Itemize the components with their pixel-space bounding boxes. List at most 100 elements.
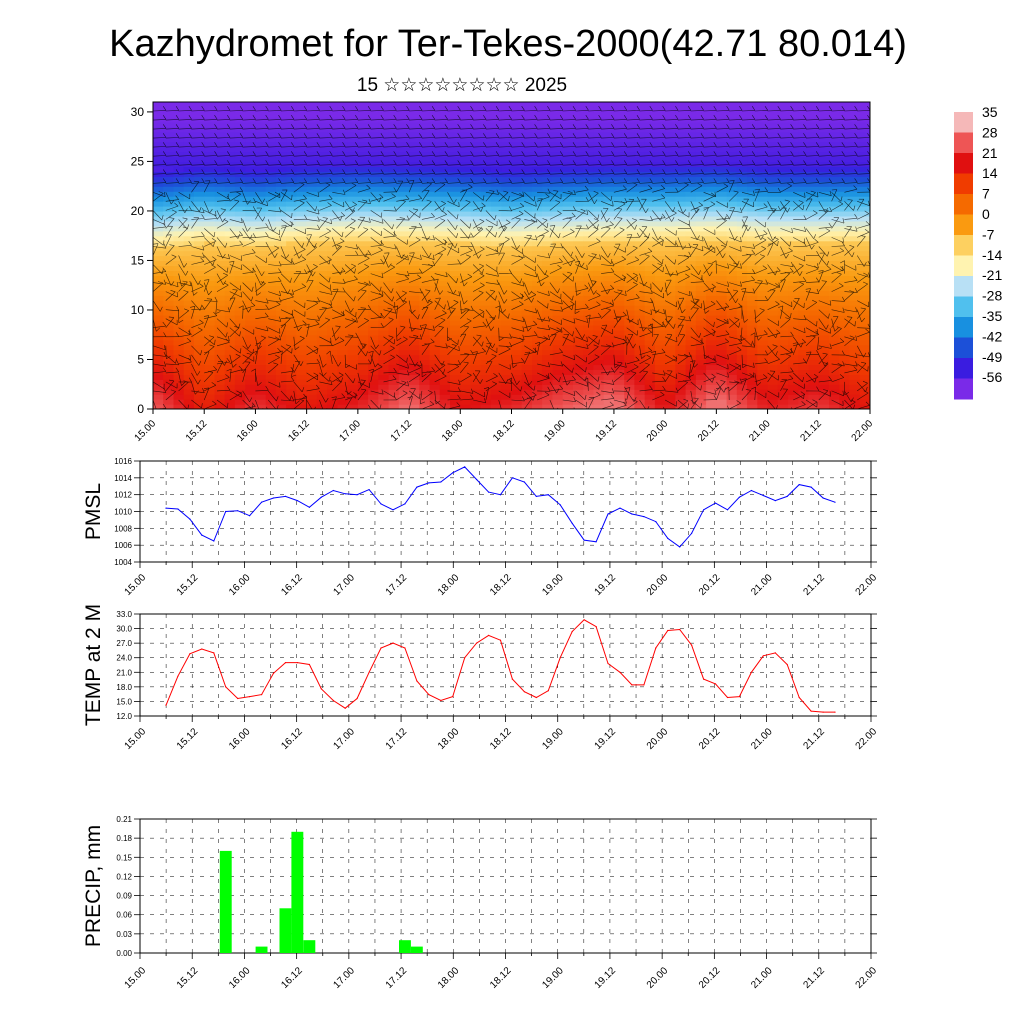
heatmap-cell (398, 230, 410, 237)
heatmap-cell (480, 151, 492, 158)
heatmap-cell (234, 275, 246, 281)
heatmap-cell (378, 354, 390, 361)
heatmap-cell (194, 181, 205, 187)
wind-barb-flag (189, 280, 192, 286)
heatmap-cell (562, 201, 574, 207)
heatmap-cell (675, 161, 687, 167)
heatmap-cell (491, 156, 502, 163)
heatmap-cell (726, 270, 738, 276)
heatmap-cell (316, 245, 328, 252)
heatmap-cell (470, 210, 482, 217)
heatmap-cell (306, 186, 318, 192)
wind-barb-flag (163, 97, 166, 101)
heatmap-cell (573, 186, 584, 192)
heatmap-cell (265, 379, 277, 385)
heatmap-cell (234, 126, 246, 133)
heatmap-cell (634, 290, 646, 296)
heatmap-cell (562, 334, 574, 341)
heatmap-cell (450, 166, 461, 172)
heatmap-cell (532, 146, 543, 153)
heatmap-cell (777, 399, 789, 405)
heatmap-cell (624, 196, 635, 202)
heatmap-cell (378, 329, 390, 336)
heatmap-cell (153, 111, 164, 118)
heatmap-cell (665, 389, 676, 395)
wind-barb-flag (170, 281, 175, 286)
heatmap-cell (460, 384, 472, 390)
heatmap-cell (521, 206, 533, 212)
heatmap-cell (788, 191, 799, 197)
heatmap-cell (747, 161, 758, 167)
heatmap-cell (767, 210, 779, 217)
heatmap-cell (542, 136, 553, 143)
heatmap-cell (798, 314, 810, 321)
heatmap-cell (521, 191, 533, 197)
heatmap-cell (747, 305, 758, 311)
heatmap-cell (798, 339, 810, 346)
heatmap-cell (634, 255, 646, 262)
heatmap-cell (388, 240, 400, 247)
wind-barb-flag (240, 264, 243, 270)
heatmap-cell (470, 102, 482, 108)
heatmap-cell (593, 210, 605, 217)
wind-barb (229, 291, 242, 298)
heatmap-cell (542, 285, 553, 291)
heatmap-cell (163, 121, 174, 128)
wind-barb (255, 255, 267, 263)
heatmap-cell (327, 349, 338, 356)
heatmap-cell (716, 181, 728, 187)
heatmap-cell (695, 146, 707, 153)
heatmap-cell (255, 191, 267, 197)
heatmap-cell (265, 404, 277, 409)
heatmap-cell (542, 245, 553, 252)
heatmap-cell (450, 359, 461, 366)
heatmap-cell (767, 324, 779, 331)
heatmap-cell (357, 319, 369, 326)
heatmap-cell (388, 151, 400, 158)
wind-barb (229, 369, 243, 374)
heatmap-cell (859, 102, 870, 108)
heatmap-cell (859, 295, 870, 301)
heatmap-cell (788, 166, 799, 172)
heatmap-cell (357, 314, 369, 321)
heatmap-cell (675, 126, 687, 133)
heatmap-cell (398, 166, 410, 172)
heatmap-cell (767, 126, 779, 133)
heatmap-cell (613, 131, 625, 138)
wind-barb-flag (176, 332, 180, 337)
heatmap-cell (224, 314, 236, 321)
heatmap-cell (562, 384, 574, 390)
heatmap-cell (306, 255, 318, 262)
heatmap-cell (798, 334, 810, 341)
heatmap-cell (695, 156, 707, 163)
heatmap-cell (501, 220, 513, 227)
heatmap-cell (347, 324, 359, 331)
heatmap-cell (849, 151, 861, 158)
heatmap-cell (337, 181, 349, 187)
heatmap-cell (583, 285, 594, 291)
heatmap-cell (296, 295, 308, 301)
wind-barb (178, 218, 188, 229)
wind-barb (204, 315, 217, 319)
heatmap-cell (429, 374, 441, 380)
heatmap-cell (347, 210, 359, 217)
heatmap-cell (583, 191, 594, 197)
heatmap-cell (409, 285, 420, 291)
heatmap-cell (429, 305, 441, 311)
heatmap-cell (398, 111, 410, 118)
wind-barb-flag (215, 311, 221, 314)
heatmap-cell (583, 364, 594, 370)
heatmap-cell (613, 374, 625, 380)
heatmap-cell (542, 161, 553, 167)
heatmap-cell (706, 151, 717, 158)
heatmap-cell (183, 166, 195, 172)
heatmap-cell (460, 215, 472, 222)
heatmap-cell (747, 314, 758, 321)
wind-barb-flag (197, 327, 203, 331)
heatmap-cell (829, 275, 840, 281)
heatmap-cell (214, 126, 226, 133)
heatmap-cell (624, 146, 635, 153)
heatmap-cell (398, 374, 410, 380)
wind-barb-flag (257, 345, 262, 350)
heatmap-cell (726, 107, 738, 113)
